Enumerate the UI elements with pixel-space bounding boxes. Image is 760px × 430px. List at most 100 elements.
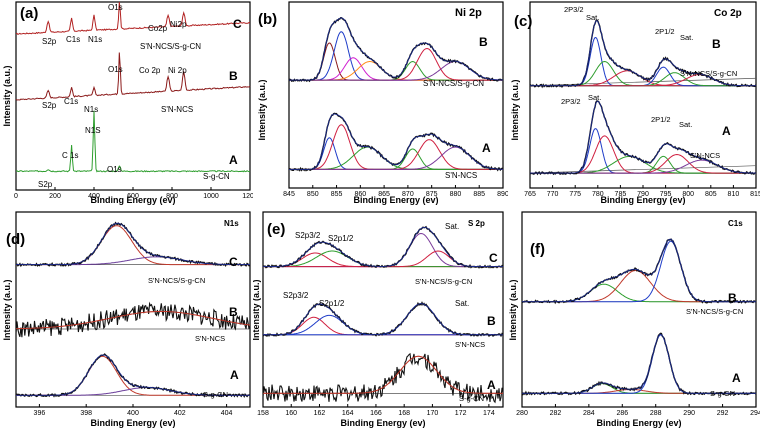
fit-component [530, 153, 756, 174]
chart-a: (a) Intensity (a.u.) Binding Energy (ev)… [2, 1, 253, 205]
x-tick-label: 805 [705, 191, 717, 198]
panel-title: S 2p [468, 219, 485, 228]
series-label: A [230, 368, 239, 382]
plot-frame [521, 211, 757, 408]
series-label: A [482, 141, 491, 155]
series-label: A [722, 124, 731, 138]
fit-component [530, 155, 756, 174]
x-tick-label: 770 [547, 191, 559, 198]
x-tick-label: 170 [427, 410, 439, 417]
panel-title: N1s [224, 219, 239, 228]
envelope-curve [263, 226, 503, 268]
sample-label: S'N-NCS [195, 334, 225, 343]
x-tick-label: 282 [550, 410, 562, 417]
chart-e: (e) S 2p Intensity (a.u.) Binding Energy… [253, 211, 504, 428]
series-label: C [233, 17, 242, 31]
annotation: Ni2p [170, 20, 187, 29]
sample-label: S'N-NCS [690, 151, 720, 160]
chart-c: (c) Co 2p Intensity (a.u.) Binding Energ… [510, 1, 760, 205]
series-label: C [229, 255, 238, 269]
annotation: N1s [84, 105, 98, 114]
panel-d: (d) N1s Intensity (a.u.) Binding Energy … [0, 210, 253, 430]
survey-curve-c [15, 1, 251, 36]
fit-component [522, 283, 756, 303]
annotation: N1s [88, 35, 102, 44]
panel-label: (b) [258, 11, 277, 28]
x-tick-label: 174 [483, 410, 495, 417]
sample-label: S'N-NCS [455, 340, 485, 349]
panel-a: (a) Intensity (a.u.) Binding Energy (ev)… [0, 0, 253, 207]
annotation: N1S [85, 126, 101, 135]
panel-title: Ni 2p [455, 7, 482, 19]
x-tick-label: 166 [370, 410, 382, 417]
x-tick-label: 400 [88, 193, 100, 200]
fit-component [522, 270, 756, 303]
x-tick-label: 855 [331, 191, 343, 198]
envelope-curve [530, 100, 756, 174]
y-axis-label: Intensity (a.u.) [2, 279, 12, 340]
x-tick-label: 400 [127, 410, 139, 417]
series-label: A [229, 153, 238, 167]
x-tick-label: 164 [342, 410, 354, 417]
x-axis-label: Binding Energy (ev) [90, 195, 175, 205]
y-axis-label: Intensity (a.u.) [510, 79, 520, 140]
annotation: Sat. [445, 222, 459, 231]
x-tick-label: 800 [166, 193, 178, 200]
panel-title: Co 2p [714, 8, 742, 19]
y-axis-label: Intensity (a.u.) [257, 79, 267, 140]
series-label: B [229, 69, 238, 83]
envelope-curve [263, 303, 503, 336]
x-tick-label: 396 [34, 410, 46, 417]
panel-label: (d) [6, 231, 25, 248]
plot-frame [15, 1, 251, 191]
annotation: Sat. [588, 93, 601, 102]
annotation: Co2p [148, 24, 168, 33]
experimental-curve [262, 352, 504, 404]
panel-title: C1s [728, 219, 743, 228]
x-tick-label: 785 [615, 191, 627, 198]
sample-label: S-g-CN [203, 172, 230, 181]
sample-label: S'N-NCS/S-g-CN [415, 277, 472, 286]
x-tick-label: 290 [683, 410, 695, 417]
x-tick-label: 162 [314, 410, 326, 417]
x-tick-label: 870 [402, 191, 414, 198]
annotation: S2p [42, 101, 57, 110]
x-tick-label: 404 [221, 410, 233, 417]
panel-label: (a) [20, 5, 38, 22]
sample-label: S-g-CN [459, 394, 484, 403]
y-axis-label: Intensity (a.u.) [253, 279, 261, 340]
x-tick-label: 880 [450, 191, 462, 198]
x-tick-label: 398 [80, 410, 92, 417]
x-tick-label: 160 [285, 410, 297, 417]
series-label: B [712, 37, 721, 51]
x-tick-label: 790 [637, 191, 649, 198]
x-tick-label: 780 [592, 191, 604, 198]
series-label: B [229, 305, 238, 319]
envelope-curve [16, 354, 250, 396]
fit-component [522, 334, 756, 394]
x-tick-label: 845 [283, 191, 295, 198]
panel-f: (f) C1s Intensity (a.u.) Binding Energy … [508, 210, 760, 430]
envelope-curve [16, 222, 250, 266]
annotation: 2P3/2 [564, 5, 584, 14]
panel-label: (c) [514, 13, 532, 30]
sample-label: S'N-NCS/S-g-CN [423, 79, 484, 88]
x-tick-label: 890 [497, 191, 508, 198]
series-label: C [489, 251, 498, 265]
fit-component [289, 124, 503, 170]
experimental-curve [521, 238, 757, 305]
fit-component [263, 303, 503, 336]
envelope-curve [289, 113, 503, 170]
x-axis-label: Binding Energy (ev) [90, 418, 175, 428]
envelope-curve [530, 20, 756, 87]
annotation: Sat. [680, 33, 693, 42]
x-axis-label: Binding Energy (ev) [596, 418, 681, 428]
experimental-curve [288, 16, 504, 83]
x-tick-label: 288 [650, 410, 662, 417]
x-tick-label: 850 [307, 191, 319, 198]
experimental-curve [529, 19, 757, 89]
experimental-curve [15, 301, 251, 338]
sample-label: S'N-NCS [445, 171, 477, 180]
envelope-curve [522, 238, 756, 303]
x-tick-label: 800 [682, 191, 694, 198]
